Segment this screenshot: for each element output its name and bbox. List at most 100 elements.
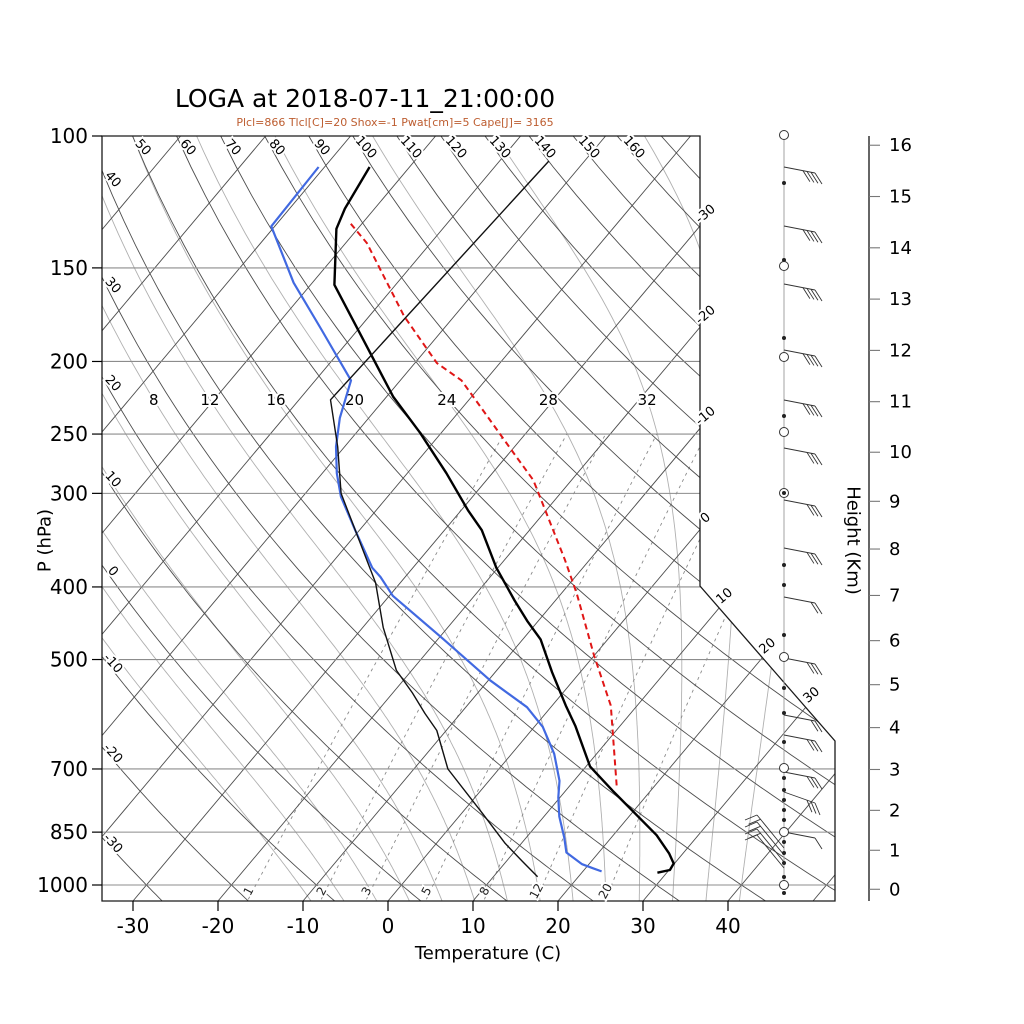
dry-adiabat-label: 120 [442,133,470,161]
pressure-tick-label: 300 [50,481,88,505]
height-tick-label: 3 [889,759,900,780]
station-dot [782,181,786,185]
isotherm-label: 30 [801,684,823,706]
wind-barb [783,831,823,850]
pressure-tick-label: 100 [50,124,88,148]
height-tick-label: 7 [889,585,900,606]
wind-barb [783,596,823,615]
height-tick-label: 11 [889,392,912,413]
station-dot [782,818,786,822]
height-tick-label: 15 [889,187,912,208]
station-circle [779,130,789,140]
pressure-tick-label: 700 [50,757,88,781]
dry-adiabat-label: -20 [100,741,125,767]
wind-barb [783,657,823,676]
wind-barb [783,447,823,466]
height-tick-label: 2 [889,800,900,821]
wind-barb [783,399,823,418]
wind-barb [783,225,823,244]
wind-barb [783,771,823,790]
station-dot [782,336,786,340]
moist-adiabat-label: 32 [638,391,657,409]
temperature-tick-label: 20 [545,914,570,938]
wind-barb [783,547,823,566]
station-dot [782,711,786,715]
station-dot [782,875,786,879]
mixing-ratio-label: 3 [358,884,374,897]
pressure-tick-label: 250 [50,422,88,446]
pressure-tick-label: 200 [50,349,88,373]
station-dot [782,891,786,895]
wind-barb [744,814,785,849]
height-tick-label: 8 [889,539,900,560]
isotherm-label: 10 [714,585,736,607]
station-dot [782,788,786,792]
mixing-ratio-label: 2 [313,884,329,897]
dry-adiabat-label: 0 [104,564,121,580]
wind-barb-column [744,130,823,895]
height-tick-label: 5 [889,675,900,696]
secondary-temperature-line [329,160,550,878]
chart-subtitle: Plcl=866 Tlcl[C]=20 Shox=-1 Pwat[cm]=5 C… [236,116,554,129]
dry-adiabat-label: 70 [221,136,243,158]
station-dot [782,776,786,780]
dry-adiabat-label: 130 [486,133,514,161]
wind-barb [783,714,823,733]
dry-adiabat-label: 80 [265,136,287,158]
station-dot [782,798,786,802]
dry-adiabat-label: -10 [100,651,125,677]
height-tick-label: 14 [889,238,912,259]
wind-barb [783,734,823,753]
wind-barb [783,283,823,302]
pressure-tick-label: 500 [50,648,88,672]
moist-adiabat-label: 28 [539,391,558,409]
height-tick-label: 0 [889,879,900,900]
pressure-gridlines [102,135,835,886]
height-tick-label: 4 [889,718,900,739]
dry-adiabat-label: 160 [620,133,648,161]
dry-adiabat-label: 90 [310,136,332,158]
moist-adiabat-label: 8 [149,391,159,409]
station-circle [779,352,789,362]
dry-adiabat-label: 110 [397,133,425,161]
wind-barb [783,791,821,816]
moist-adiabat-label: 12 [200,391,219,409]
temperature-tick-label: -30 [117,914,150,938]
height-tick-label: 13 [889,289,912,310]
dry-adiabat-label: 50 [131,136,153,158]
dry-adiabat-label: 150 [575,133,603,161]
wind-barb [783,349,823,368]
height-tick-label: 10 [889,442,912,463]
wind-barb [783,166,823,185]
station-circle [779,652,789,662]
wind-barb [744,821,785,856]
plot-frame [101,135,836,902]
station-circle [779,763,789,773]
station-circle [779,827,789,837]
dry-adiabat-label: 140 [531,133,559,161]
pressure-tick-label: 400 [50,575,88,599]
temperature-line [333,166,675,874]
station-dot [782,583,786,587]
dry-adiabat-label: 100 [352,133,380,161]
wind-barb [783,499,823,518]
dry-adiabat-label: 60 [176,136,198,158]
station-circle [779,427,789,437]
moist-adiabat-label: 16 [266,391,285,409]
pressure-tick-label: 1000 [37,873,88,897]
pressure-tick-label: 850 [50,820,88,844]
temperature-tick-label: 10 [460,914,485,938]
sounding-profiles [270,160,675,878]
isotherm-label: -10 [693,404,719,429]
dewpoint-line [270,166,602,873]
height-tick-label: 1 [889,840,900,861]
isotherm-label: -30 [693,202,719,227]
station-dot [782,851,786,855]
isotherm-label: -20 [693,303,719,328]
moist-adiabat-label: 20 [345,391,364,409]
height-tick-label: 6 [889,631,900,652]
temperature-tick-label: 0 [382,914,395,938]
height-tick-label: 16 [889,135,912,156]
temperature-tick-label: 30 [630,914,655,938]
